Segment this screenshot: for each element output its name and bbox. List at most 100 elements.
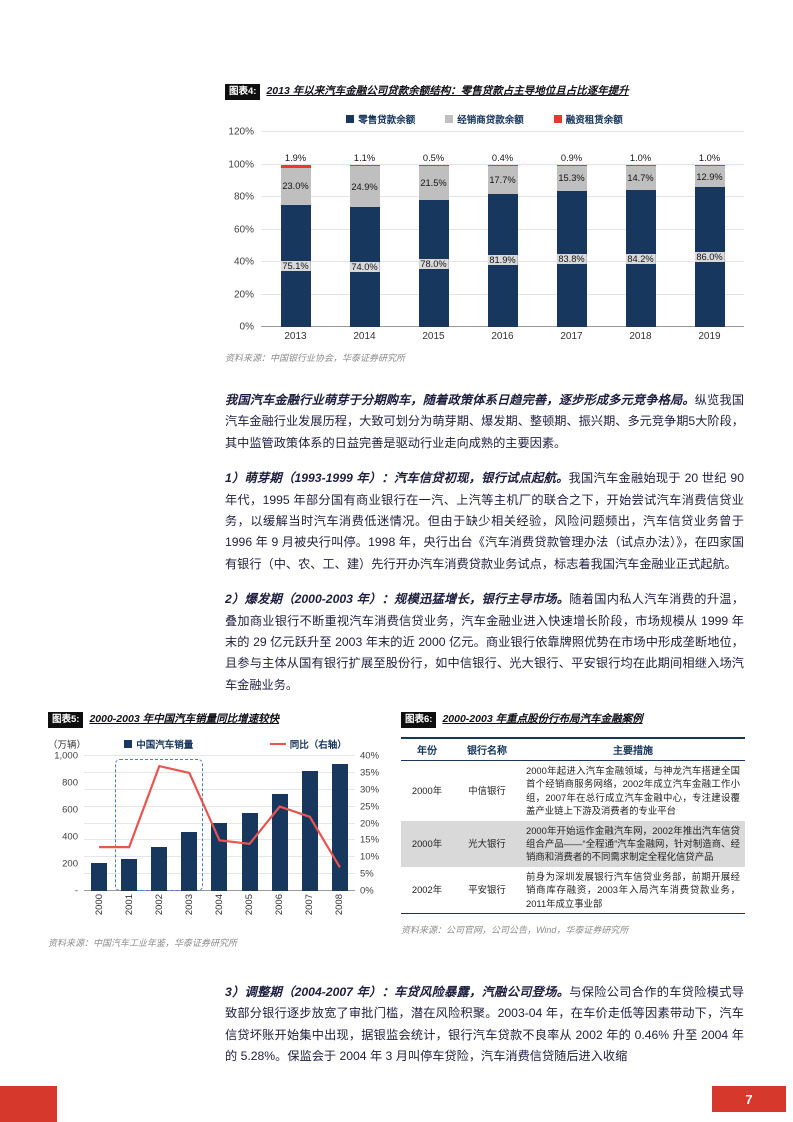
gridline [84, 755, 355, 756]
sales-bar [271, 793, 288, 891]
x-axis-label: 2018 [629, 331, 652, 342]
cell-measures: 2000年起进入汽车金融领域，与神龙汽车搭建全国首个经销商服务网络，2002年成… [526, 765, 740, 817]
bar-segment [349, 164, 380, 167]
sales-bar [331, 764, 348, 891]
bar-segment [487, 164, 518, 166]
x-axis-label-cell: 2007 [295, 891, 325, 927]
legend-swatch [124, 740, 133, 748]
figure6-label: 图表6: [401, 712, 437, 728]
paragraph-stage2: 2）爆发期（2000-2003 年）：规模迅猛增长，银行主导市场。随着国内私人汽… [225, 589, 744, 696]
data-label-lease: 0.5% [422, 152, 445, 163]
left-axis-tick: 600 [62, 804, 78, 816]
bar-group-2001 [114, 756, 144, 891]
cell-year: 2000年 [411, 785, 443, 797]
sales-bar [151, 847, 168, 891]
x-axis-label: 2001 [123, 894, 135, 916]
bank-cases-table: 年份 银行名称 主要措施 2000年 中信银行 2000年起进入汽车金融领域，与神龙汽车… [401, 737, 745, 915]
bar-group-2016: 81.9% 17.7% 0.4% [468, 132, 537, 327]
figure4-section: 图表4: 2013 年以来汽车金融公司贷款余额结构：零售贷款占主导地位且占比逐年… [225, 84, 744, 364]
data-label-retail: 84.2% [625, 253, 656, 264]
figure6-source: 资料来源：公司官网，公司公告，Wind，华泰证券研究所 [401, 925, 629, 936]
cell-year: 2000年 [411, 838, 443, 850]
data-label-dealer: 12.9% [696, 171, 723, 182]
figure6-title: 2000-2003 年重点股份行布局汽车金融案例 [442, 713, 643, 725]
paragraph-lead: 2）爆发期（2000-2003 年）：规模迅猛增长，银行主导市场。 [225, 592, 570, 607]
sales-bar [241, 813, 258, 891]
right-axis-tick: 40% [360, 750, 380, 762]
sales-bar [211, 822, 228, 891]
bar-group-2014: 74.0% 24.9% 1.1% [330, 132, 399, 327]
figure4-source: 资料来源：中国银行业协会，华泰证券研究所 [225, 353, 406, 363]
chart5-plot-area [84, 755, 355, 891]
x-axis-label-cell: 2008 [325, 891, 355, 927]
y-axis-tick: 60% [233, 224, 254, 235]
y-axis-tick: 100% [228, 159, 254, 170]
right-axis-tick: 30% [360, 784, 380, 796]
figure4-header: 图表4: 2013 年以来汽车金融公司贷款余额结构：零售贷款占主导地位且占比逐年… [225, 84, 744, 100]
legend-item: 中国汽车销量 [124, 737, 193, 751]
x-axis-label: 2016 [491, 331, 514, 342]
bar-segment [418, 164, 449, 166]
bar-segment [694, 166, 725, 188]
bar-group-2013: 75.1% 23.0% 1.9% [261, 132, 330, 327]
y-axis-tick: 120% [228, 126, 254, 138]
body-paragraphs: 我国汽车金融行业萌芽于分期购车，随着政策体系日趋完善，逐步形成多元竞争格局。纵览… [225, 390, 744, 708]
bar-segment [487, 165, 518, 194]
sales-bar [301, 771, 318, 891]
right-axis-tick: 25% [360, 801, 380, 813]
left-axis-tick: 200 [62, 858, 78, 870]
left-axis-tick: 800 [62, 777, 78, 789]
data-label-dealer: 23.0% [282, 181, 309, 192]
y-axis-tick: 0% [239, 321, 254, 333]
bar-group-2018: 84.2% 14.7% 1.0% [606, 132, 675, 327]
chart5-x-axis: 2000 2001 2002 2003 2004 2005 2006 2007 2008 [84, 891, 355, 927]
footer-red-strip [0, 1086, 57, 1122]
bar-group-2003 [174, 756, 204, 891]
bar-segment [349, 166, 380, 207]
gridline [261, 163, 744, 165]
data-label-retail: 78.0% [418, 258, 449, 269]
data-label-dealer: 15.3% [558, 173, 585, 184]
x-axis-label: 2005 [244, 894, 256, 916]
x-axis-label: 2008 [334, 894, 346, 916]
figure4-label: 图表4: [225, 84, 261, 100]
table-header-row: 年份 银行名称 主要措施 [401, 738, 745, 761]
data-label-dealer: 24.9% [351, 181, 378, 192]
figure6-section: 图表6: 2000-2003 年重点股份行布局汽车金融案例 年份 银行名称 主要措施… [401, 712, 745, 949]
sales-bar [121, 859, 138, 891]
chart5-left-axis: 1,000 800 600 400 200 - [48, 751, 84, 897]
data-label-dealer: 21.5% [420, 177, 447, 188]
x-axis-label-cell: 2005 [235, 891, 265, 927]
paragraph-stage3: 3）调整期（2004-2007 年）：车贷风险暴露，汽融公司登场。与保险公司合作… [225, 982, 744, 1068]
x-axis-label-cell: 2000 [84, 891, 114, 927]
closing-paragraph-section: 3）调整期（2004-2007 年）：车贷风险暴露，汽融公司登场。与保险公司合作… [225, 982, 744, 1078]
left-axis-tick: 1,000 [54, 750, 78, 762]
table-header-cell: 年份 [401, 738, 453, 761]
legend-swatch [346, 115, 355, 123]
bar-group-2008 [325, 756, 355, 891]
figure5-header: 图表5: 2000-2003 年中国汽车销量同比增速较快 [48, 712, 385, 728]
auto-sales-chart: （万辆） 中国汽车销量 同比（右轴） 1,000 800 600 400 200 - 40%… [48, 737, 385, 927]
bar-group-2000 [84, 756, 114, 891]
data-label-dealer: 14.7% [627, 173, 654, 184]
legend-item: 融资租赁余额 [553, 112, 623, 126]
axis-unit-label: （万辆） [48, 740, 87, 751]
figure5-title: 2000-2003 年中国汽车销量同比增速较快 [89, 713, 280, 725]
data-label-lease: 1.1% [353, 152, 376, 163]
bar-group-2007 [295, 756, 325, 891]
bar-segment [280, 167, 311, 205]
data-label-lease: 0.9% [560, 152, 583, 163]
paragraph-body: 纵览我国汽车金融行业发展历程，大致可划分为萌芽期、爆发期、整顿期、振兴期、多元竞… [225, 393, 744, 450]
x-axis-label-cell: 2001 [114, 891, 144, 927]
chart5-right-axis: 40% 35% 30% 25% 20% 15% 10% 5% 0% [355, 751, 385, 897]
table-header-cell: 主要措施 [521, 738, 745, 761]
figure4-title: 2013 年以来汽车金融公司贷款余额结构：零售贷款占主导地位且占比逐年提升 [266, 85, 629, 97]
bar-segment [280, 164, 311, 168]
legend-label: 零售贷款余额 [358, 115, 416, 126]
table-row: 2000年 光大银行 2000年开始运作金融汽车网，2002年推出汽车信贷组合产品—… [401, 820, 745, 867]
data-label-lease: 1.0% [629, 152, 652, 163]
right-axis-tick: 35% [360, 767, 380, 779]
figure5-section: 图表5: 2000-2003 年中国汽车销量同比增速较快 （万辆） 中国汽车销量… [48, 712, 385, 949]
right-axis-tick: 15% [360, 834, 380, 846]
